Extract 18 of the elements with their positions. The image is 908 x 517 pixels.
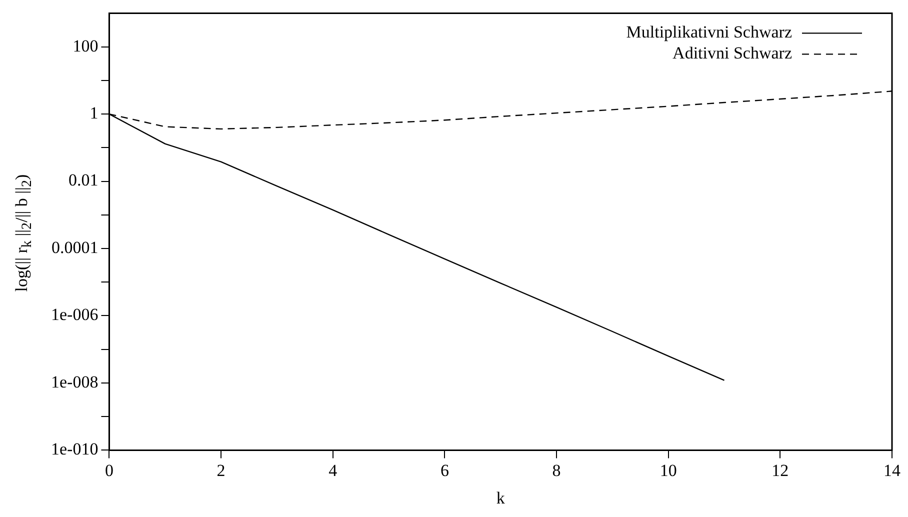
x-tick-label: 4 xyxy=(328,460,338,480)
x-tick-label: 8 xyxy=(552,460,561,480)
y-tick-label: 1e-008 xyxy=(50,372,98,392)
x-tick-label: 6 xyxy=(440,460,449,480)
legend-label: Multiplikativni Schwarz xyxy=(626,22,792,42)
x-tick-label: 0 xyxy=(104,460,114,480)
y-tick-label: 0.0001 xyxy=(51,238,98,257)
x-tick-label: 14 xyxy=(884,460,901,480)
y-tick-label: 1 xyxy=(90,104,98,123)
legend-label: Aditivni Schwarz xyxy=(672,44,792,63)
x-tick-label: 12 xyxy=(772,460,789,480)
y-tick-label: 1e-006 xyxy=(50,305,98,324)
y-tick-label: 100 xyxy=(72,36,98,56)
y-tick-label: 1e-010 xyxy=(50,440,98,459)
x-tick-label: 10 xyxy=(660,460,677,480)
x-axis-title: k xyxy=(496,488,506,508)
x-tick-label: 2 xyxy=(216,460,226,480)
y-tick-label: 0.01 xyxy=(68,170,98,190)
